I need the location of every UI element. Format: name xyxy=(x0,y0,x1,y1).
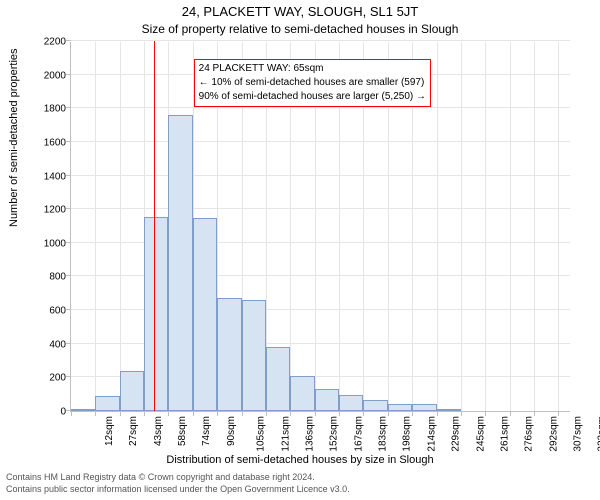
x-tick-label: 276sqm xyxy=(524,416,535,452)
histogram-bar xyxy=(193,218,217,411)
histogram-bar xyxy=(217,298,241,411)
y-tick-mark xyxy=(66,275,71,276)
x-tick-label: 261sqm xyxy=(500,416,511,452)
gridline-vertical xyxy=(534,42,535,411)
y-tick-label: 200 xyxy=(16,373,66,384)
annotation-line: ← 10% of semi-detached houses are smalle… xyxy=(199,76,426,90)
y-tick-mark xyxy=(66,343,71,344)
x-tick-label: 136sqm xyxy=(305,416,316,452)
gridline-vertical xyxy=(95,42,96,411)
x-tick-mark xyxy=(120,411,121,416)
x-tick-label: 58sqm xyxy=(177,416,188,446)
histogram-bar xyxy=(120,371,144,411)
histogram-bar xyxy=(388,404,412,411)
x-tick-label: 27sqm xyxy=(128,416,139,446)
x-axis-title: Distribution of semi-detached houses by … xyxy=(0,454,600,466)
x-tick-label: 183sqm xyxy=(378,416,389,452)
x-tick-label: 167sqm xyxy=(353,416,364,452)
gridline-horizontal xyxy=(71,40,570,41)
histogram-bar xyxy=(339,395,363,411)
y-tick-mark xyxy=(66,141,71,142)
histogram-bar xyxy=(242,300,266,411)
gridline-vertical xyxy=(461,42,462,411)
x-tick-mark xyxy=(193,411,194,416)
x-tick-label: 90sqm xyxy=(226,416,237,446)
histogram-bar xyxy=(412,404,436,411)
y-tick-mark xyxy=(66,309,71,310)
histogram-bar xyxy=(95,396,119,411)
gridline-vertical xyxy=(485,42,486,411)
histogram-bar xyxy=(437,409,461,411)
x-tick-mark xyxy=(95,411,96,416)
histogram-bar xyxy=(144,217,168,411)
histogram-bar xyxy=(71,409,95,411)
gridline-vertical xyxy=(510,42,511,411)
x-tick-mark xyxy=(217,411,218,416)
reference-line xyxy=(154,41,155,411)
y-tick-label: 1800 xyxy=(16,104,66,115)
chart-container: 24, PLACKETT WAY, SLOUGH, SL1 5JT Size o… xyxy=(0,0,600,500)
gridline-horizontal xyxy=(71,107,570,108)
y-tick-mark xyxy=(66,376,71,377)
x-tick-label: 105sqm xyxy=(256,416,267,452)
x-tick-mark xyxy=(144,411,145,416)
y-tick-label: 800 xyxy=(16,272,66,283)
attribution-line-1: Contains HM Land Registry data © Crown c… xyxy=(6,472,315,482)
x-tick-label: 12sqm xyxy=(104,416,115,446)
gridline-horizontal xyxy=(71,175,570,176)
y-tick-label: 2000 xyxy=(16,70,66,81)
y-tick-label: 400 xyxy=(16,339,66,350)
x-tick-label: 152sqm xyxy=(329,416,340,452)
y-tick-label: 1000 xyxy=(16,238,66,249)
chart-title-sub: Size of property relative to semi-detach… xyxy=(0,22,600,36)
attribution-line-2: Contains public sector information licen… xyxy=(6,484,350,494)
y-tick-mark xyxy=(66,242,71,243)
annotation-line: 24 PLACKETT WAY: 65sqm xyxy=(199,62,426,76)
x-tick-label: 74sqm xyxy=(201,416,212,446)
histogram-bar xyxy=(315,389,339,411)
gridline-vertical xyxy=(558,42,559,411)
x-tick-label: 43sqm xyxy=(153,416,164,446)
histogram-bar xyxy=(363,400,387,411)
y-tick-label: 1600 xyxy=(16,137,66,148)
histogram-bar xyxy=(290,376,314,411)
chart-title-main: 24, PLACKETT WAY, SLOUGH, SL1 5JT xyxy=(0,4,600,19)
annotation-line: 90% of semi-detached houses are larger (… xyxy=(199,90,426,104)
y-tick-mark xyxy=(66,74,71,75)
y-tick-label: 0 xyxy=(16,407,66,418)
y-tick-mark xyxy=(66,40,71,41)
y-tick-label: 2200 xyxy=(16,37,66,48)
x-tick-label: 121sqm xyxy=(280,416,291,452)
x-tick-label: 292sqm xyxy=(548,416,559,452)
plot-area: 24 PLACKETT WAY: 65sqm← 10% of semi-deta… xyxy=(70,42,570,412)
gridline-horizontal xyxy=(71,141,570,142)
y-tick-mark xyxy=(66,208,71,209)
histogram-bar xyxy=(168,115,192,411)
x-tick-mark xyxy=(168,411,169,416)
x-tick-label: 245sqm xyxy=(475,416,486,452)
x-tick-label: 229sqm xyxy=(451,416,462,452)
x-tick-label: 307sqm xyxy=(573,416,584,452)
y-tick-mark xyxy=(66,107,71,108)
x-tick-mark xyxy=(242,411,243,416)
x-tick-label: 198sqm xyxy=(402,416,413,452)
y-tick-label: 1400 xyxy=(16,171,66,182)
y-tick-label: 600 xyxy=(16,306,66,317)
y-tick-mark xyxy=(66,175,71,176)
y-tick-label: 1200 xyxy=(16,205,66,216)
gridline-vertical xyxy=(437,42,438,411)
x-tick-label: 214sqm xyxy=(426,416,437,452)
gridline-horizontal xyxy=(71,208,570,209)
x-tick-mark xyxy=(71,411,72,416)
histogram-bar xyxy=(266,347,290,411)
annotation-box: 24 PLACKETT WAY: 65sqm← 10% of semi-deta… xyxy=(194,59,431,107)
gridline-vertical xyxy=(120,42,121,411)
